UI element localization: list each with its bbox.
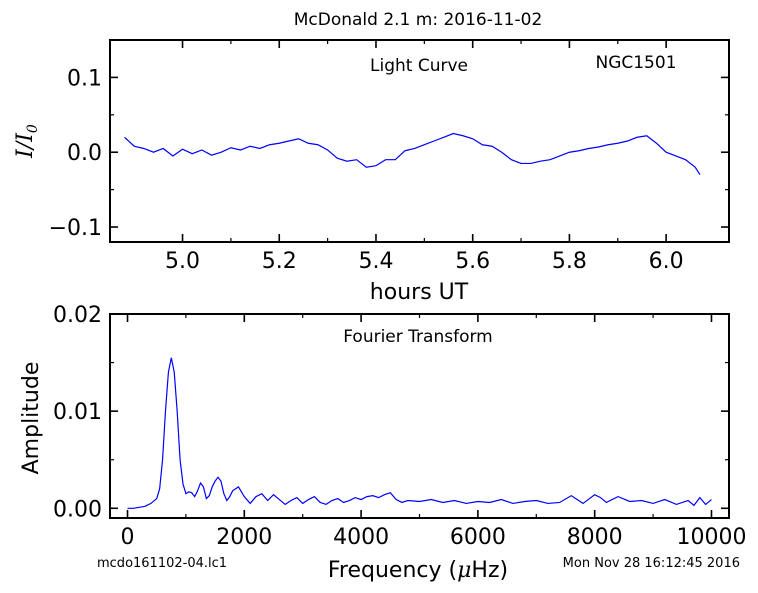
fourier-xlabel-main: Frequency ( [328, 558, 457, 583]
footer-timestamp: Mon Nov 28 16:12:45 2016 [563, 556, 740, 571]
light-curve-ticks: 5.0 5.2 5.4 5.6 5.8 6.0 0.1 0.0 −0.1 [49, 40, 729, 274]
y-tick-label: 0.01 [53, 400, 102, 425]
x-tick-label: 5.2 [262, 249, 297, 274]
light-curve-ylabel-subscript: 0 [25, 124, 41, 133]
light-curve-frame [109, 39, 730, 243]
x-tick-label: 10000 [676, 525, 746, 550]
x-tick-label: 4000 [333, 525, 389, 550]
svg-text:I/I0: I/I0 [13, 124, 41, 159]
x-tick-label: 5.8 [552, 249, 587, 274]
light-curve-ylabel-main: I/I [13, 132, 38, 159]
fourier-ticks: 0 2000 4000 6000 8000 10000 0.02 0.01 0.00 [53, 303, 746, 550]
y-tick-label: 0.02 [53, 303, 102, 328]
light-curve-annotation: Light Curve [370, 56, 468, 76]
light-curve-series-group [124, 132, 701, 175]
footer-filename: mcdo161102-04.lc1 [97, 556, 227, 571]
fourier-panel: 0 2000 4000 6000 8000 10000 0.02 0.01 0.00 Fouri… [19, 303, 746, 583]
object-name-annotation: NGC1501 [595, 53, 676, 73]
x-tick-label: 6000 [450, 525, 506, 550]
x-tick-label: 5.0 [165, 249, 200, 274]
light-curve-line [124, 132, 701, 175]
fourier-line [127, 357, 712, 509]
light-curve-panel: 5.0 5.2 5.4 5.6 5.8 6.0 0.1 0.0 −0.1 Light Curve… [13, 39, 730, 305]
x-tick-label: 8000 [567, 525, 623, 550]
x-tick-label: 6.0 [649, 249, 684, 274]
x-tick-label: 2000 [216, 525, 272, 550]
light-curve-ylabel: I/I0 [13, 124, 41, 159]
x-tick-label: 5.4 [358, 249, 393, 274]
fourier-series-group [127, 357, 712, 509]
y-tick-label: 0.1 [67, 66, 102, 91]
figure-title: McDonald 2.1 m: 2016-11-02 [294, 10, 543, 30]
fourier-frame [109, 313, 730, 519]
fourier-xlabel: Frequency (μHz) [328, 558, 508, 583]
light-curve-xlabel: hours UT [370, 280, 469, 305]
y-tick-label: 0.0 [67, 141, 102, 166]
fourier-xlabel-tail: Hz) [471, 558, 508, 583]
fourier-ylabel: Amplitude [19, 362, 44, 475]
fourier-annotation: Fourier Transform [343, 327, 492, 347]
y-tick-label: 0.00 [53, 497, 102, 522]
y-tick-label: −0.1 [49, 216, 102, 241]
x-tick-label: 5.6 [455, 249, 490, 274]
x-tick-label: 0 [121, 525, 135, 550]
fourier-xlabel-mu: μ [457, 558, 471, 583]
